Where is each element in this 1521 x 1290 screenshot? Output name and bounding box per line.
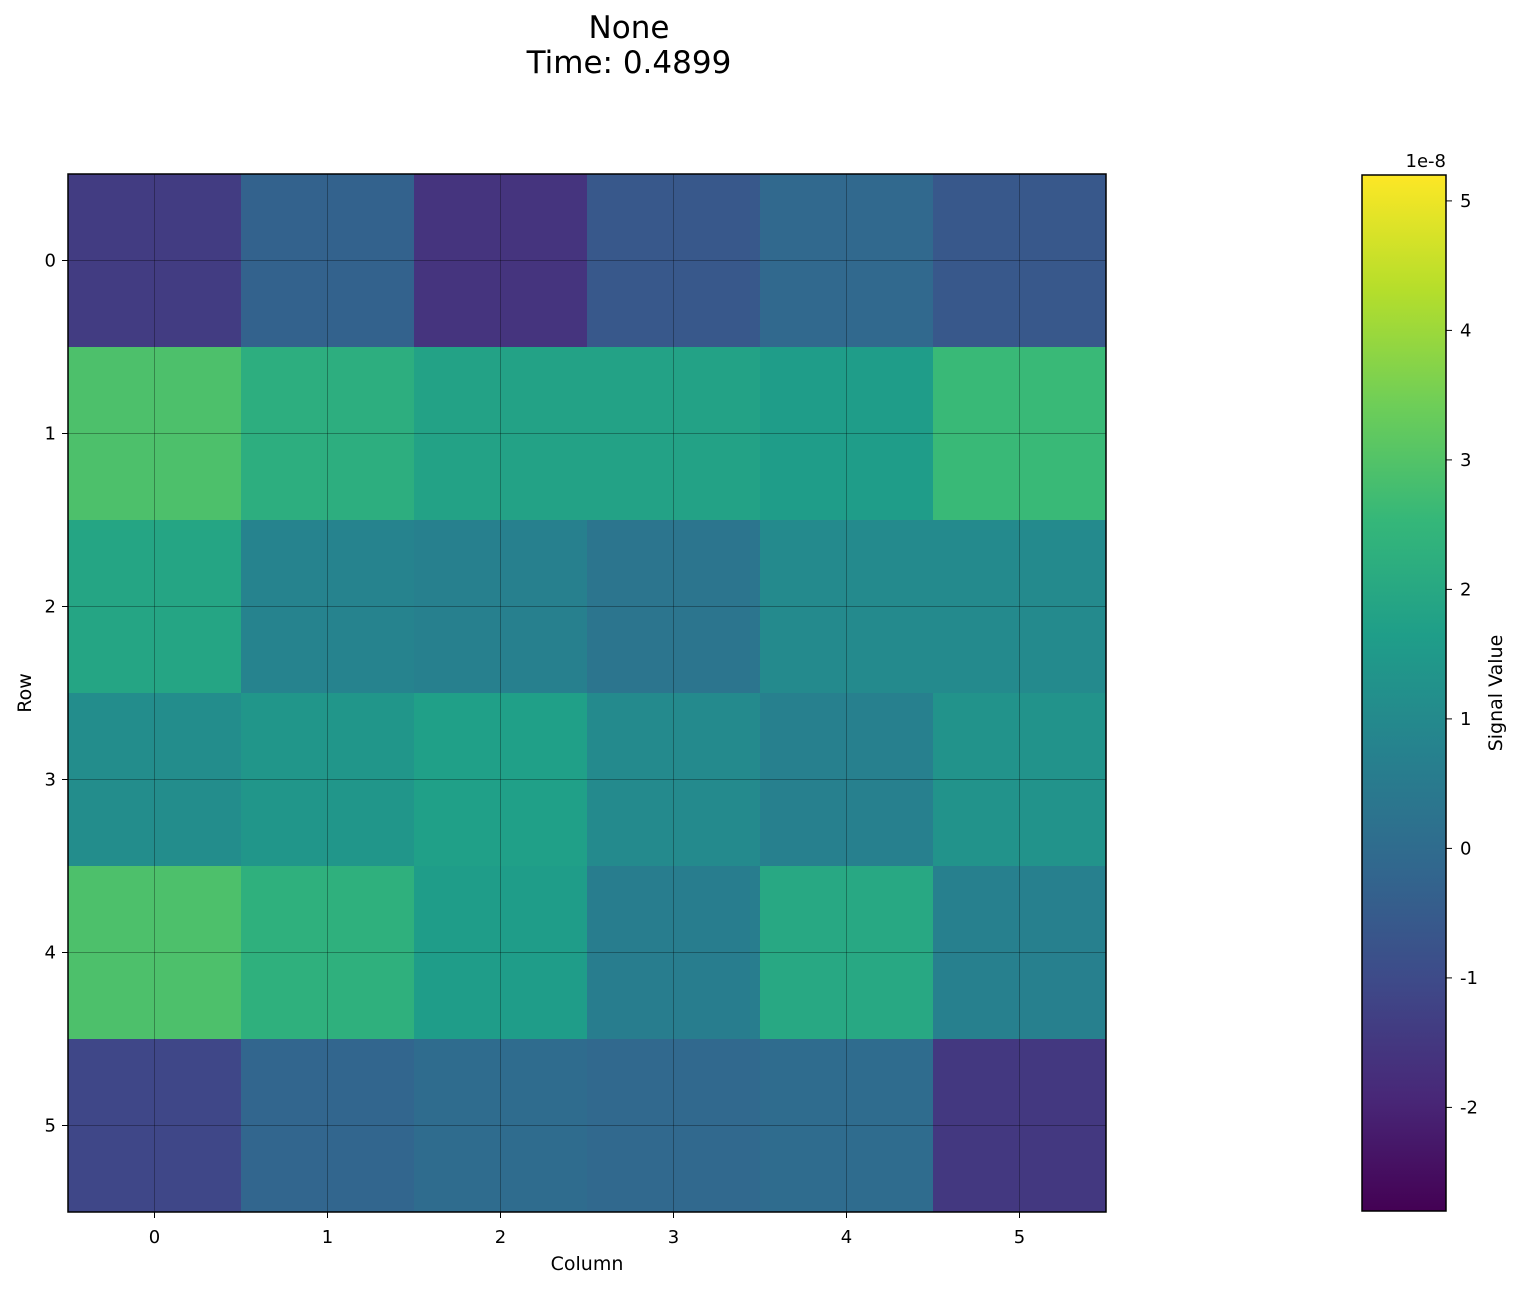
heatmap-cell-r0-c0 xyxy=(68,174,242,348)
heatmap-cell-r4-c2 xyxy=(414,866,588,1040)
heatmap-cell-r5-c5 xyxy=(933,1039,1107,1213)
heatmap-cell-r4-c5 xyxy=(933,866,1107,1040)
colorbar-tick-label: 2 xyxy=(1460,579,1471,600)
y-tick-label: 0 xyxy=(45,251,56,272)
y-tick-label: 1 xyxy=(45,424,56,445)
x-tick-label: 5 xyxy=(1014,1227,1025,1248)
y-tick-label: 5 xyxy=(45,1116,56,1137)
heatmap-cell-r5-c0 xyxy=(68,1039,242,1213)
heatmap-cell-r2-c4 xyxy=(760,520,934,694)
heatmap-cell-r4-c4 xyxy=(760,866,934,1040)
heatmap-cell-r0-c2 xyxy=(414,174,588,348)
heatmap-cell-r3-c1 xyxy=(241,693,415,867)
heatmap-cell-r3-c4 xyxy=(760,693,934,867)
x-tick-label: 2 xyxy=(495,1227,506,1248)
heatmap-cell-r2-c2 xyxy=(414,520,588,694)
x-tick-label: 1 xyxy=(322,1227,333,1248)
heatmap-cell-r3-c2 xyxy=(414,693,588,867)
heatmap-cell-r1-c4 xyxy=(760,347,934,521)
colorbar-tick-label: -2 xyxy=(1460,1097,1478,1118)
x-tick-label: 0 xyxy=(149,1227,160,1248)
colorbar-tick-label: 5 xyxy=(1460,191,1471,212)
y-tick-label: 2 xyxy=(45,597,56,618)
grid-lines xyxy=(68,174,1106,1212)
heatmap-cell-r1-c0 xyxy=(68,347,242,521)
heatmap-cell-r2-c3 xyxy=(587,520,761,694)
x-axis-label: Column xyxy=(551,1253,624,1275)
heatmap-cell-r4-c0 xyxy=(68,866,242,1040)
plot-frame xyxy=(67,173,1107,1213)
heatmap-cell-r0-c5 xyxy=(933,174,1107,348)
x-tick-label: 3 xyxy=(668,1227,679,1248)
y-axis-label: Row xyxy=(14,673,36,713)
heatmap-cell-r1-c1 xyxy=(241,347,415,521)
heatmap-cell-r5-c3 xyxy=(587,1039,761,1213)
x-axis-ticks: 0 1 2 3 4 5 xyxy=(149,1212,1025,1248)
colorbar-tick-label: 4 xyxy=(1460,320,1471,341)
colorbar-ticks: -2 -1 0 1 2 3 4 5 xyxy=(1446,191,1478,1118)
heatmap-cell-r4-c3 xyxy=(587,866,761,1040)
heatmap-cell-r0-c4 xyxy=(760,174,934,348)
heatmap-cell-r4-c1 xyxy=(241,866,415,1040)
heatmap-cell-r5-c2 xyxy=(414,1039,588,1213)
heatmap-cell-r1-c2 xyxy=(414,347,588,521)
heatmap-cells xyxy=(68,174,1107,1213)
heatmap-cell-r3-c0 xyxy=(68,693,242,867)
y-axis-ticks: 0 1 2 3 4 5 xyxy=(45,251,68,1137)
y-tick-label: 3 xyxy=(45,770,56,791)
heatmap-cell-r0-c3 xyxy=(587,174,761,348)
chart-title: None xyxy=(589,10,670,46)
colorbar-label: Signal Value xyxy=(1485,635,1507,752)
heatmap-cell-r2-c1 xyxy=(241,520,415,694)
x-tick-label: 4 xyxy=(841,1227,852,1248)
colorbar-tick-label: 3 xyxy=(1460,450,1471,471)
heatmap-cell-r3-c5 xyxy=(933,693,1107,867)
chart-subtitle: Time: 0.4899 xyxy=(526,45,732,81)
heatmap-cell-r0-c1 xyxy=(241,174,415,348)
heatmap-cell-r3-c3 xyxy=(587,693,761,867)
colorbar-tick-label: 1 xyxy=(1460,709,1471,730)
heatmap-cell-r2-c5 xyxy=(933,520,1107,694)
heatmap-cell-r5-c4 xyxy=(760,1039,934,1213)
y-tick-label: 4 xyxy=(45,943,56,964)
heatmap-cell-r5-c1 xyxy=(241,1039,415,1213)
heatmap-cell-r1-c3 xyxy=(587,347,761,521)
colorbar-scale-label: 1e-8 xyxy=(1406,151,1446,172)
heatmap-cell-r1-c5 xyxy=(933,347,1107,521)
colorbar xyxy=(1361,174,1447,1212)
colorbar-tick-label: -1 xyxy=(1460,968,1478,989)
colorbar-tick-label: 0 xyxy=(1460,838,1471,859)
heatmap-cell-r2-c0 xyxy=(68,520,242,694)
